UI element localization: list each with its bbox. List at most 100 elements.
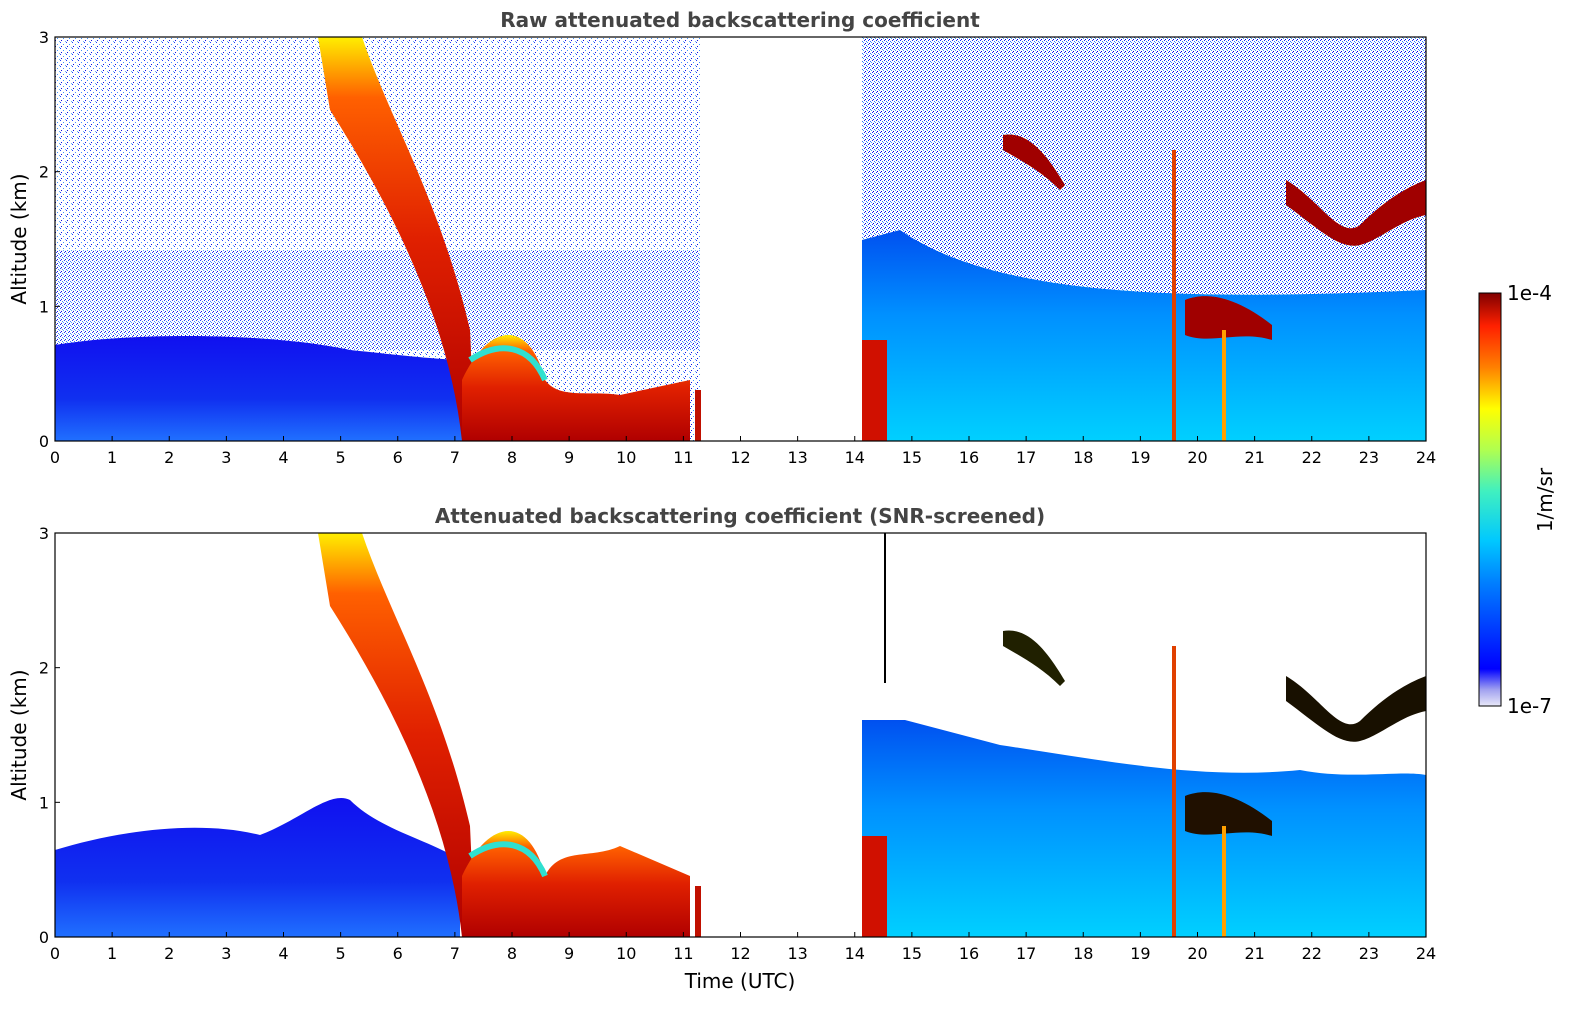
- y-tick-label: 0: [39, 928, 49, 947]
- colorbar-label: 1/m/sr: [1533, 467, 1557, 532]
- x-tick-label: 2: [164, 448, 174, 467]
- layer-edge: [468, 345, 548, 382]
- heatmap-raw: [55, 37, 1426, 441]
- y-axis-label: Altitude (km): [7, 669, 31, 800]
- y-tick-label: 1: [39, 297, 49, 316]
- colorbar-min-label: 1e-7: [1507, 694, 1552, 718]
- y-tick-label: 2: [39, 163, 49, 182]
- y-tick-label: 0: [39, 432, 49, 451]
- x-axis-label: Time (UTC): [684, 969, 796, 993]
- x-tick-label: 11: [673, 944, 693, 963]
- x-tick-label: 22: [1302, 944, 1322, 963]
- y-axis-label: Altitude (km): [7, 173, 31, 304]
- x-tick-label: 3: [221, 448, 231, 467]
- x-tick-label: 11: [673, 448, 693, 467]
- colorbar-gradient: [1478, 292, 1502, 707]
- x-tick-label: 18: [1073, 944, 1093, 963]
- x-tick-label: 15: [902, 448, 922, 467]
- cloud: [1003, 134, 1065, 190]
- x-tick-label: 6: [393, 448, 403, 467]
- x-tick-label: 4: [278, 944, 288, 963]
- x-tick-label: 9: [564, 448, 574, 467]
- x-tick-label: 20: [1187, 448, 1207, 467]
- virga: [1172, 646, 1176, 937]
- edge-strip: [695, 886, 701, 937]
- surface-layer: [462, 831, 690, 937]
- x-tick-label: 2: [164, 944, 174, 963]
- x-tick-label: 12: [730, 448, 750, 467]
- x-tick-label: 13: [787, 944, 807, 963]
- y-tick-label: 3: [39, 524, 49, 543]
- panel-title: Attenuated backscattering coefficient (S…: [435, 504, 1045, 528]
- x-tick-label: 5: [336, 448, 346, 467]
- afternoon-aerosol: [862, 230, 1426, 441]
- x-tick-label: 0: [50, 448, 60, 467]
- x-tick-label: 13: [787, 448, 807, 467]
- virga: [1222, 330, 1226, 441]
- y-tick-label: 1: [39, 793, 49, 812]
- x-tick-label: 15: [902, 944, 922, 963]
- x-tick-label: 12: [730, 944, 750, 963]
- x-tick-label: 17: [1016, 944, 1036, 963]
- x-tick-label: 1: [107, 448, 117, 467]
- layer-edge: [468, 841, 548, 878]
- surface-layer: [462, 335, 690, 441]
- x-tick-label: 16: [959, 944, 979, 963]
- x-tick-label: 8: [507, 944, 517, 963]
- edge-strip: [862, 836, 887, 937]
- edge-strip: [862, 340, 887, 441]
- x-tick-label: 24: [1416, 448, 1436, 467]
- boundary-layer: [55, 798, 460, 937]
- x-tick-label: 18: [1073, 448, 1093, 467]
- x-tick-label: 10: [616, 448, 636, 467]
- cloud: [1286, 180, 1426, 246]
- x-tick-label: 21: [1244, 448, 1264, 467]
- snr-screened-panel: Attenuated backscattering coefficient (S…: [7, 504, 1436, 993]
- cloud: [1185, 296, 1272, 340]
- virga: [1222, 826, 1226, 937]
- x-tick-label: 14: [845, 944, 865, 963]
- heatmap-screened: [55, 533, 1426, 937]
- falling-layer: [318, 37, 475, 441]
- x-tick-label: 20: [1187, 944, 1207, 963]
- x-tick-label: 23: [1359, 448, 1379, 467]
- cloud: [1286, 676, 1426, 742]
- y-axis: 0 1 2 3: [39, 524, 60, 947]
- x-tick-label: 5: [336, 944, 346, 963]
- x-tick-label: 19: [1130, 448, 1150, 467]
- x-axis: 0 1 2 3 4 5 6 7 8 9 10 11 12 13 14 15 16 17 18 19 20 21 22 23 24: [50, 932, 1436, 963]
- cloud: [1185, 792, 1272, 836]
- x-tick-label: 7: [450, 448, 460, 467]
- x-tick-label: 10: [616, 944, 636, 963]
- x-tick-label: 21: [1244, 944, 1264, 963]
- y-tick-label: 2: [39, 659, 49, 678]
- edge-strip: [695, 390, 701, 441]
- x-tick-label: 4: [278, 448, 288, 467]
- panel-title: Raw attenuated backscattering coefficien…: [500, 8, 980, 32]
- y-tick-label: 3: [39, 28, 49, 47]
- raw-backscatter-panel: Raw attenuated backscattering coefficien…: [7, 8, 1436, 467]
- colorbar: 1e-4 1e-7 1/m/sr: [1478, 281, 1557, 718]
- y-axis: 0 1 2 3: [39, 28, 60, 451]
- x-tick-label: 0: [50, 944, 60, 963]
- x-tick-label: 1: [107, 944, 117, 963]
- x-axis: 0 1 2 3 4 5 6 7 8 9 10 11 12 13 14 15 16 17 18 19 20 21 22 23 24: [50, 436, 1436, 467]
- x-tick-label: 3: [221, 944, 231, 963]
- virga: [1172, 150, 1176, 441]
- x-tick-label: 19: [1130, 944, 1150, 963]
- x-tick-label: 17: [1016, 448, 1036, 467]
- x-tick-label: 9: [564, 944, 574, 963]
- boundary-layer: [55, 335, 470, 441]
- x-tick-label: 24: [1416, 944, 1436, 963]
- x-tick-label: 23: [1359, 944, 1379, 963]
- x-tick-label: 8: [507, 448, 517, 467]
- x-tick-label: 22: [1302, 448, 1322, 467]
- x-tick-label: 7: [450, 944, 460, 963]
- x-tick-label: 14: [845, 448, 865, 467]
- edge-strip: [884, 533, 886, 683]
- falling-layer: [318, 533, 475, 937]
- afternoon-aerosol: [862, 720, 1426, 937]
- noise-region: [55, 250, 700, 350]
- colorbar-max-label: 1e-4: [1507, 281, 1552, 305]
